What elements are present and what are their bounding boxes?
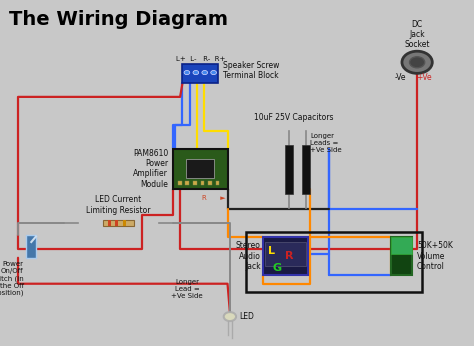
Circle shape [202, 71, 208, 75]
Text: DC
Jack
Socket: DC Jack Socket [404, 20, 430, 49]
Bar [208, 181, 212, 185]
Circle shape [410, 57, 425, 68]
Bar [391, 237, 412, 254]
Bar [182, 64, 218, 83]
Circle shape [211, 71, 217, 75]
Text: L+  L-   R-  R+: L+ L- R- R+ [175, 56, 225, 62]
Bar [103, 220, 134, 226]
Text: L: L [268, 246, 274, 256]
Circle shape [193, 71, 199, 75]
Text: G: G [273, 263, 282, 273]
Text: 50K+50K
Volume
Control: 50K+50K Volume Control [417, 241, 453, 271]
Bar [391, 237, 412, 275]
Text: Longer
Leads =
+Ve Side: Longer Leads = +Ve Side [310, 133, 342, 153]
Bar [302, 145, 310, 194]
Bar [246, 232, 422, 292]
Bar [185, 181, 189, 185]
Text: 10uF 25V Capacitors: 10uF 25V Capacitors [254, 113, 333, 122]
Text: LED: LED [239, 312, 254, 321]
Circle shape [402, 51, 432, 73]
Text: R      ►: R ► [201, 195, 225, 201]
Bar [285, 145, 293, 194]
Text: +Ve: +Ve [417, 73, 432, 82]
Bar [115, 220, 118, 226]
Bar [173, 149, 228, 189]
Text: -Ve: -Ve [395, 73, 406, 82]
Bar [26, 235, 36, 258]
Text: Speaker Screw
Terminal Block: Speaker Screw Terminal Block [223, 61, 279, 80]
Bar [123, 220, 126, 226]
Text: PAM8610
Power
Amplifier
Module: PAM8610 Power Amplifier Module [133, 148, 168, 189]
Text: Stereo
Audio
Jack: Stereo Audio Jack [236, 241, 261, 271]
Text: Power
On/Off
Switch (in
the Off
position): Power On/Off Switch (in the Off position… [0, 261, 24, 296]
Bar [178, 181, 182, 185]
Text: LED Current
Limiting Resistor: LED Current Limiting Resistor [86, 195, 151, 215]
Bar [216, 181, 219, 185]
Bar [201, 181, 204, 185]
Circle shape [224, 312, 236, 321]
Bar [108, 220, 111, 226]
Bar [263, 237, 308, 275]
Bar [265, 242, 306, 266]
Circle shape [184, 71, 190, 75]
Text: Longer
Lead =
+Ve Side: Longer Lead = +Ve Side [172, 279, 203, 299]
Text: R: R [285, 251, 293, 261]
Text: The Wiring Diagram: The Wiring Diagram [9, 10, 228, 29]
Bar [193, 181, 197, 185]
Bar [186, 159, 214, 178]
